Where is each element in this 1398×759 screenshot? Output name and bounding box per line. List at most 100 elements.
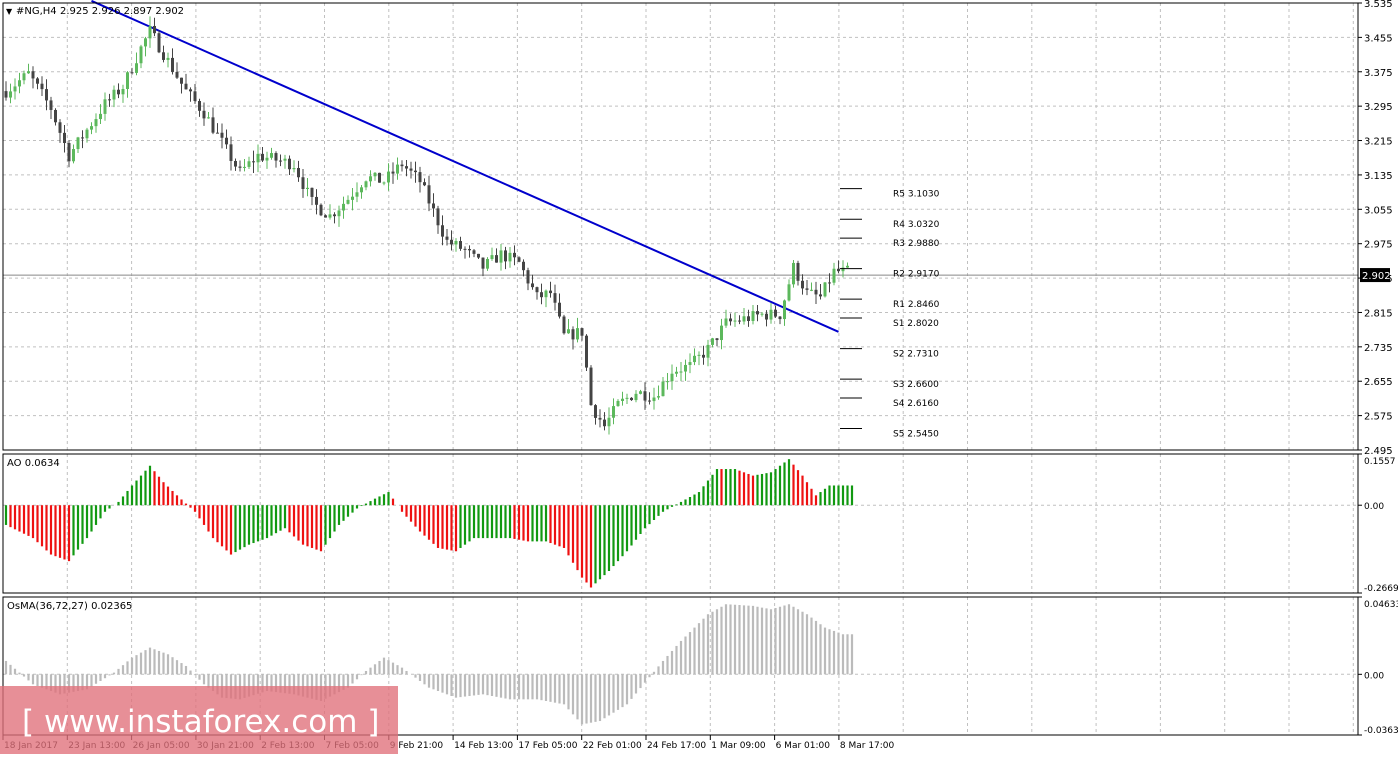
candle (657, 385, 660, 400)
candle-body (477, 253, 480, 258)
pivot-level-label: S3 2.6600 (893, 380, 939, 390)
candle-body (135, 63, 138, 73)
candle (756, 304, 759, 322)
candle (549, 281, 552, 298)
candle-body (63, 132, 66, 144)
candle-body (841, 267, 845, 272)
price-tick-label: 3.535 (1364, 0, 1393, 10)
candle (108, 93, 111, 107)
candle (396, 157, 399, 180)
pivot-levels: R5 3.1030 R4 3.0320 R3 2.9880 R2 2.9170 R1 2… (840, 188, 940, 440)
candle (310, 187, 314, 206)
candle (103, 92, 107, 121)
candle (787, 279, 791, 302)
candle-body (94, 119, 98, 127)
candle-body (661, 381, 665, 397)
candle-body (175, 71, 179, 78)
pivot-level-label: S5 2.5450 (893, 430, 939, 440)
candle-body (580, 328, 584, 336)
candle (373, 172, 377, 181)
candle (288, 155, 291, 176)
candle (481, 257, 485, 277)
candle-body (787, 284, 791, 301)
indicator-tick-label: -0.03637 (1364, 726, 1398, 736)
candle-body (558, 302, 561, 317)
candle-body (31, 71, 35, 79)
candle-body (148, 25, 152, 39)
candle-body (751, 311, 755, 321)
candle-body (265, 157, 269, 161)
candle (292, 160, 296, 173)
candle (774, 305, 777, 318)
price-tick-label: 3.055 (1364, 205, 1393, 216)
candle-body (828, 282, 831, 284)
candle-body (670, 373, 674, 382)
candle (72, 144, 75, 164)
candle-body (607, 417, 611, 427)
candle (846, 262, 849, 268)
candle (9, 83, 12, 104)
candle (724, 309, 728, 328)
time-tick-label: 22 Feb 01:00 (583, 741, 642, 751)
candle (499, 244, 503, 271)
candle-body (445, 236, 449, 240)
price-tick-label: 2.495 (1364, 446, 1393, 457)
candle (193, 84, 197, 104)
candle (477, 253, 480, 260)
candle (567, 318, 570, 334)
candle (409, 161, 413, 179)
candle (819, 283, 822, 300)
candle (202, 102, 206, 126)
candle (720, 318, 723, 350)
candle-body (202, 110, 206, 119)
candle (580, 327, 584, 341)
candle-body (657, 396, 660, 398)
candle (751, 305, 755, 325)
candle-body (40, 83, 44, 90)
candle (598, 409, 602, 428)
symbol-label: #NG,H4 (16, 6, 57, 17)
candle (346, 195, 350, 205)
candle-body (292, 168, 296, 170)
candle (117, 83, 120, 99)
candle-body (553, 293, 557, 303)
candle-body (715, 338, 719, 341)
pivot-level-label: R5 3.1030 (893, 190, 940, 200)
candle (76, 136, 80, 153)
dropdown-triangle-icon[interactable]: ▼ (6, 7, 13, 16)
candle-body (679, 371, 683, 373)
candle-body (121, 88, 125, 95)
candle-body (369, 176, 372, 182)
candle (216, 123, 219, 134)
candle (432, 193, 435, 217)
candle-body (526, 270, 530, 284)
pivot-level-label: S1 2.8020 (893, 319, 939, 329)
candle (270, 147, 273, 160)
candle (166, 52, 170, 68)
candle (508, 246, 512, 268)
candle-body (211, 117, 215, 133)
candle (562, 314, 566, 335)
indicator-tick-label: -0.2669 (1364, 584, 1398, 594)
candle (715, 338, 719, 347)
candle-body (229, 144, 233, 161)
candle-body (495, 255, 498, 263)
candle (823, 282, 827, 298)
candle (796, 260, 800, 286)
candle-body (508, 252, 512, 262)
candle-body (711, 338, 714, 345)
candle (252, 150, 255, 173)
candle (301, 168, 305, 198)
candle (612, 398, 615, 425)
candle (85, 127, 89, 143)
candle-body (193, 91, 197, 102)
pivot-level-label: R4 3.0320 (893, 220, 940, 230)
candle (378, 172, 381, 183)
time-tick-label: 14 Feb 13:00 (454, 741, 513, 751)
trendline-layer (91, 0, 839, 333)
candle (837, 260, 840, 274)
candle-body (846, 265, 849, 268)
candle (342, 196, 345, 219)
